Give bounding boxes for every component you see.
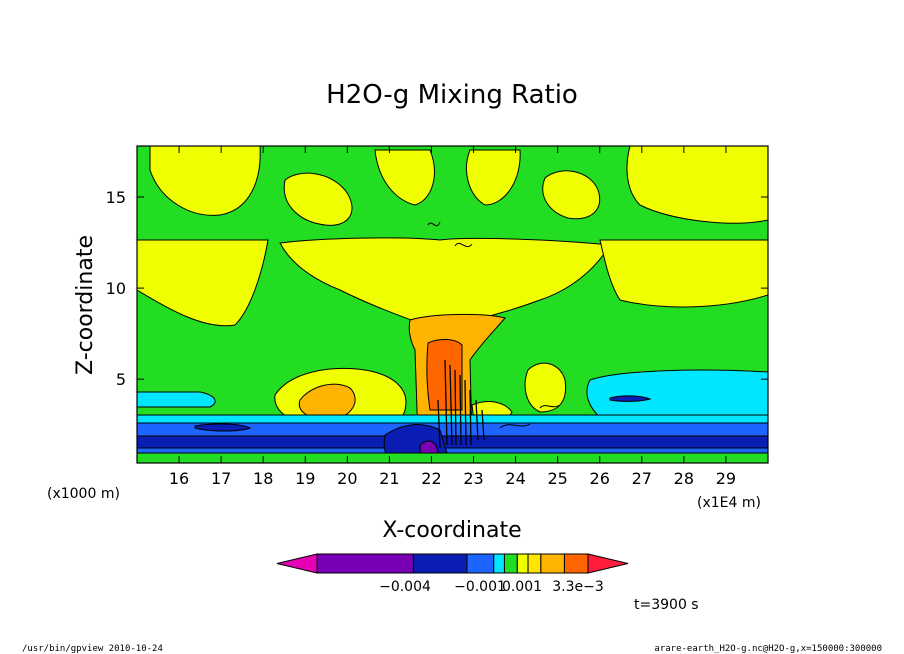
- contour-region: [194, 423, 252, 432]
- contour-region: [542, 170, 601, 220]
- colorbar-segment: [276, 553, 318, 574]
- y-unit-label: (x1000 m): [47, 486, 120, 502]
- x-unit-label: (x1E4 m): [697, 495, 761, 511]
- x-ticks: 16 17 18 19 20 21 22 23 24 25 26 27 28 29: [169, 146, 736, 488]
- x-tick-label: 24: [505, 469, 525, 488]
- contour-region: [149, 146, 261, 216]
- x-tick-label: 26: [590, 469, 610, 488]
- time-label: t=3900 s: [634, 597, 699, 613]
- x-axis-label: X-coordinate: [382, 518, 521, 543]
- x-tick-label: 21: [379, 469, 399, 488]
- colorbar: [276, 553, 629, 574]
- colorbar-segment: [412, 553, 468, 574]
- contour-region: [426, 339, 463, 411]
- contour-region: [609, 395, 652, 402]
- colorbar-segment: [466, 553, 495, 574]
- x-tick-label: 22: [421, 469, 441, 488]
- x-tick-label: 17: [211, 469, 231, 488]
- y-tick-label: 10: [106, 279, 126, 298]
- colorbar-segment: [527, 553, 542, 574]
- contour-region: [466, 149, 521, 206]
- colorbar-tick-label: 0.001: [502, 579, 542, 595]
- convective-core-lines: [437, 359, 485, 449]
- colorbar-tick-label: −0.001: [454, 579, 506, 595]
- x-tick-label: 23: [463, 469, 483, 488]
- x-tick-label: 19: [295, 469, 315, 488]
- contour-region: [283, 172, 353, 226]
- contour-region: [137, 239, 269, 327]
- contour-region: [599, 239, 768, 308]
- contour-region: [524, 362, 567, 413]
- x-tick-label: 27: [632, 469, 652, 488]
- plot-area: [137, 146, 768, 463]
- colorbar-tick-label: −0.004: [379, 579, 431, 595]
- y-ticks: 5 10 15: [106, 188, 768, 389]
- contour-region: [137, 391, 216, 408]
- contour-region: [279, 237, 611, 331]
- footer-left: /usr/bin/gpview 2010-10-24: [22, 644, 163, 654]
- x-tick-label: 25: [547, 469, 567, 488]
- colorbar-segment: [503, 553, 518, 574]
- x-tick-label: 16: [169, 469, 189, 488]
- contour-region: [626, 146, 768, 224]
- x-tick-label: 28: [674, 469, 694, 488]
- colorbar-segment: [516, 553, 529, 574]
- x-tick-label: 18: [253, 469, 273, 488]
- plot-frame: [136, 145, 769, 464]
- y-tick-label: 15: [106, 188, 126, 207]
- colorbar-segment: [587, 553, 629, 574]
- colorbar-segment: [316, 553, 414, 574]
- contour-region: [374, 149, 435, 206]
- colorbar-segment: [563, 553, 589, 574]
- y-tick-label: 5: [116, 370, 126, 389]
- y-axis-label: Z-coordinate: [73, 235, 98, 375]
- chart-title: H2O-g Mixing Ratio: [326, 80, 578, 110]
- contour-detail-lines: [427, 221, 561, 429]
- x-tick-label: 29: [716, 469, 736, 488]
- colorbar-segment: [540, 553, 565, 574]
- contour-region: [586, 369, 768, 426]
- contour-region: [137, 452, 768, 463]
- colorbar-tick-label: 3.3e−3: [552, 579, 604, 595]
- colorbar-segment: [493, 553, 505, 574]
- x-tick-label: 20: [337, 469, 357, 488]
- footer-right: arare-earth_H2O-g.nc@H2O-g,x=150000:3000…: [654, 644, 882, 654]
